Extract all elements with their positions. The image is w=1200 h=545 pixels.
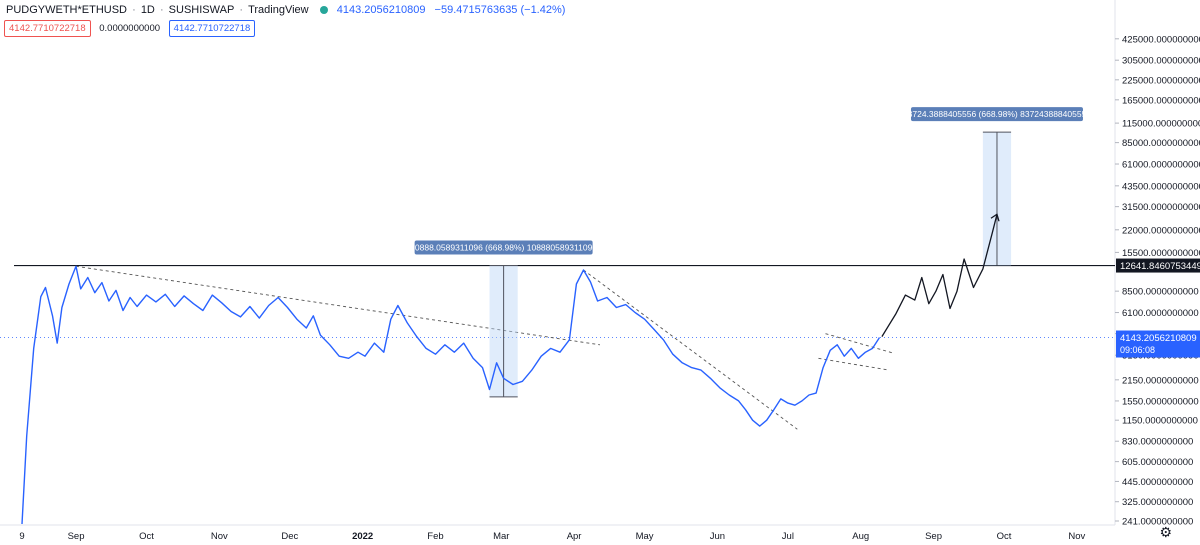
- source-name: TradingView: [248, 4, 309, 17]
- x-tick-label: Oct: [139, 531, 154, 542]
- projection-arrowhead: [990, 213, 1000, 222]
- downtrend-line-2: [583, 269, 798, 430]
- resistance-price-label: 12641.8460753449: [1120, 261, 1200, 272]
- last-price-label-bg: [1116, 330, 1200, 358]
- y-tick-label: 61000.0000000000: [1122, 160, 1200, 171]
- indicator-box-left: 4142.7710722718: [4, 20, 91, 37]
- y-tick-label: 1150.0000000000: [1122, 416, 1198, 427]
- y-tick-label: 15500.0000000000: [1122, 248, 1200, 259]
- market-status-icon: [319, 6, 328, 15]
- settings-gear-icon[interactable]: ⚙: [1159, 524, 1172, 540]
- x-tick-label: Feb: [427, 531, 443, 542]
- x-tick-label: Jun: [710, 531, 725, 542]
- measure-label-bg-2: [910, 107, 1083, 122]
- x-tick-label: Jul: [782, 531, 794, 542]
- x-tick-label: Sep: [68, 531, 85, 542]
- y-tick-label: 325.0000000000: [1122, 497, 1193, 508]
- y-tick-label: 8500.0000000000: [1122, 287, 1199, 298]
- x-tick-label: Dec: [281, 531, 298, 542]
- downtrend-line-1: [75, 265, 601, 346]
- y-tick-label: 605.0000000000: [1122, 457, 1193, 468]
- y-tick-label: 225000.0000000000: [1122, 75, 1200, 86]
- x-tick-label: Sep: [925, 531, 942, 542]
- measure-label-1: 10888.0589311096 (668.98%) 1088805893110…: [410, 243, 597, 253]
- last-price-label: 4143.2056210809: [1120, 333, 1197, 344]
- x-tick-label: Aug: [852, 531, 869, 542]
- y-tick-label: 22000.0000000000: [1122, 225, 1200, 236]
- indicator-value-middle: 0.0000000000: [99, 23, 161, 34]
- resistance-price-label-bg: [1116, 258, 1200, 273]
- y-tick-label: 43500.0000000000: [1122, 181, 1200, 192]
- x-axis[interactable]: 9 Sep Oct Nov Dec 2022 Feb Mar Apr May Jun Jul Aug Se…: [19, 531, 1085, 542]
- x-tick-label: Apr: [567, 531, 582, 542]
- price-series-line: [21, 265, 881, 525]
- x-tick-label: May: [636, 531, 654, 542]
- y-tick-label: 1550.0000000000: [1122, 396, 1199, 407]
- y-tick-label: 445.0000000000: [1122, 477, 1193, 488]
- header-change: −59.4715763635 (−1.42%): [434, 4, 566, 17]
- drawings-layer: 10888.0589311096 (668.98%) 1088805893110…: [0, 107, 1115, 430]
- y-tick-label: 85000.0000000000: [1122, 138, 1200, 149]
- y-axis[interactable]: 425000.0000000000 305000.0000000000 225000…: [1115, 34, 1200, 528]
- indicator-values: 4142.7710722718 0.0000000000 4142.771072…: [4, 20, 256, 37]
- measure-label-2: 83724.3888405556 (668.98%) 8372438884055…: [903, 109, 1091, 119]
- y-tick-label: 830.0000000000: [1122, 437, 1193, 448]
- y-tick-label: 31500.0000000000: [1122, 202, 1200, 213]
- y-tick-label: 241.0000000000: [1122, 517, 1193, 528]
- chart-header: PUDGYWETH*ETHUSD · 1D · SUSHISWAP · Trad…: [6, 4, 566, 17]
- exchange-name: SUSHISWAP: [168, 4, 235, 17]
- symbol-name[interactable]: PUDGYWETH*ETHUSD: [6, 4, 128, 17]
- y-tick-label: 2150.0000000000: [1122, 375, 1199, 386]
- y-tick-label: 165000.0000000000: [1122, 95, 1200, 106]
- header-price: 4143.2056210809: [336, 4, 426, 17]
- interval[interactable]: 1D: [140, 4, 155, 17]
- x-tick-label: Nov: [1068, 531, 1085, 542]
- countdown-label: 09:06:08: [1120, 345, 1155, 355]
- x-tick-label: Mar: [493, 531, 509, 542]
- y-tick-label: 425000.0000000000: [1122, 34, 1200, 45]
- y-tick-label: 305000.0000000000: [1122, 56, 1200, 67]
- y-tick-label: 115000.0000000000: [1122, 119, 1200, 130]
- measure-label-bg-1: [414, 240, 593, 255]
- indicator-box-right: 4142.7710722718: [168, 20, 256, 37]
- plot-background: [0, 0, 1115, 525]
- x-tick-label: 2022: [352, 531, 373, 542]
- x-tick-label: Nov: [211, 531, 228, 542]
- x-tick-label: Oct: [997, 531, 1012, 542]
- projection-path: [881, 214, 998, 337]
- x-tick-label: 9: [19, 531, 24, 542]
- y-tick-label: 6100.0000000000: [1122, 308, 1199, 319]
